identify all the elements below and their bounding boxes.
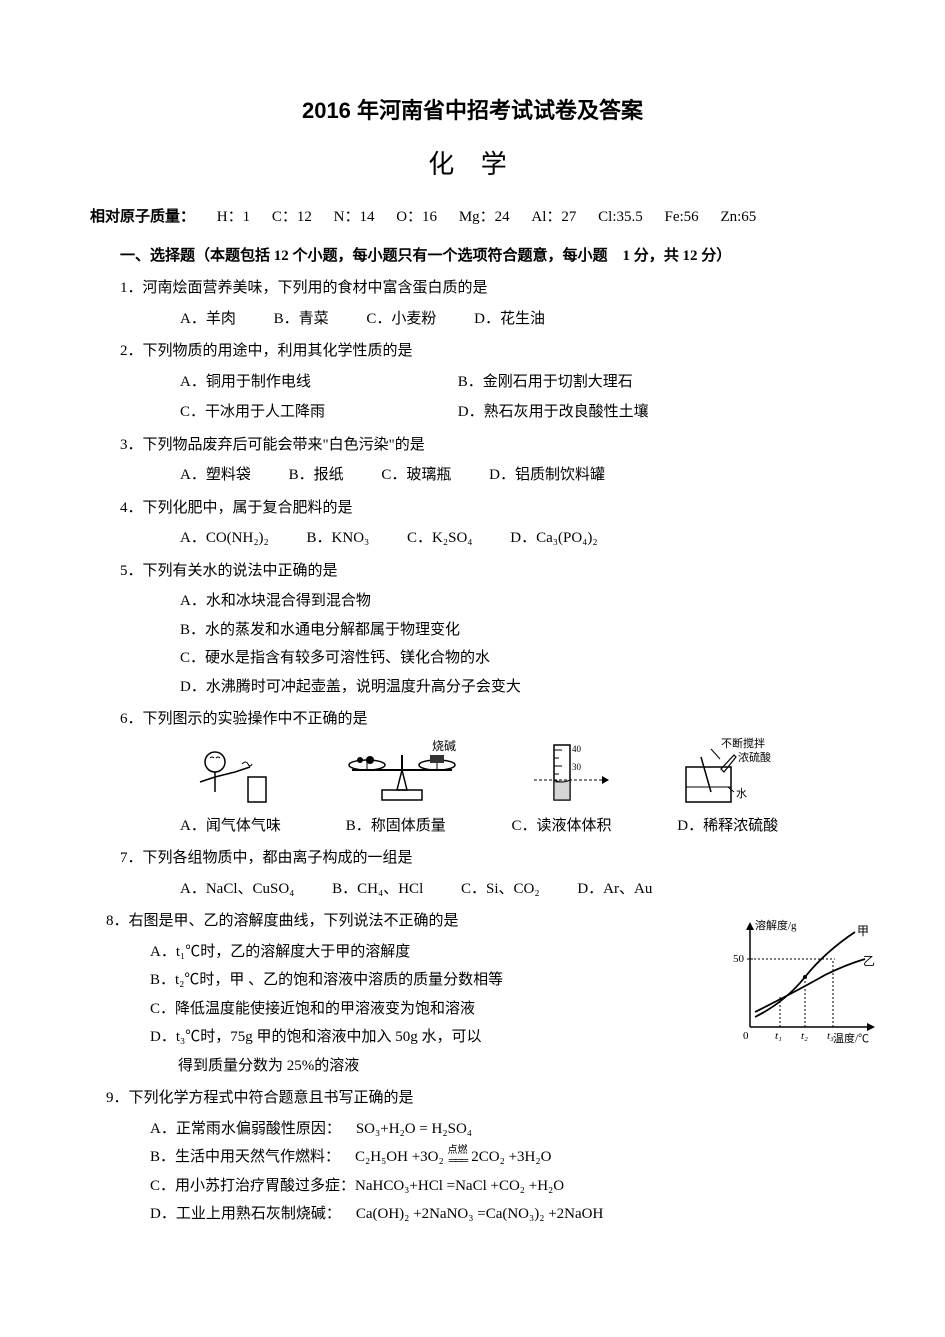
q4-option-b: B．KNO₃ xyxy=(307,524,370,553)
page-title: 2016 年河南省中招考试试卷及答案 xyxy=(90,90,855,132)
question-4: 4．下列化肥中，属于复合肥料的是 A．CO(NH₂)₂ B．KNO₃ C．K₂S… xyxy=(120,494,855,553)
question-2: 2．下列物质的用途中，利用其化学性质的是 A．铜用于制作电线 B．金刚石用于切割… xyxy=(120,337,855,427)
ignite-condition-icon: 点燃═══ xyxy=(448,1145,468,1167)
q2-option-b: B．金刚石用于切割大理石 xyxy=(458,368,633,397)
svg-text:0: 0 xyxy=(743,1030,749,1042)
q7-option-c: C．Si、CO₂ xyxy=(461,875,540,904)
q9-option-b: B．生活中用天然气作燃料： C₂H₅OH +3O₂ 点燃═══ 2CO₂ +3H… xyxy=(150,1143,855,1172)
q1-option-d: D．花生油 xyxy=(474,305,545,334)
subject-title: 化 学 xyxy=(90,140,855,189)
atomic-mass-item: H：1 xyxy=(217,203,250,232)
q2-option-c: C．干冰用于人工降雨 xyxy=(180,398,420,427)
stir-label: 不断搅拌 xyxy=(721,737,765,750)
acid-label: 浓硫酸 xyxy=(738,750,771,764)
question-1: 1．河南烩面营养美味，下列用的食材中富含蛋白质的是 A．羊肉 B．青菜 C．小麦… xyxy=(120,274,855,333)
q8-solubility-chart: 溶解度/g 温度/℃ 50 0 t₁ t₂ t₃ 甲 乙 xyxy=(725,917,885,1047)
chart-ytick: 50 xyxy=(733,953,745,965)
q5-option-c: C．硬水是指含有较多可溶性钙、镁化合物的水 xyxy=(180,644,855,673)
q4-option-d: D．Ca₃(PO₄)₂ xyxy=(510,524,597,553)
atomic-mass-item: Al：27 xyxy=(531,203,576,232)
q6-option-a: A．闻气体气味 xyxy=(180,812,308,841)
q1-option-c: C．小麦粉 xyxy=(366,305,436,334)
q7-option-d: D．Ar、Au xyxy=(577,875,652,904)
q6-image-cylinder: 40 30 xyxy=(514,740,624,810)
q3-option-c: C．玻璃瓶 xyxy=(381,461,451,490)
q1-stem: 1．河南烩面营养美味，下列用的食材中富含蛋白质的是 xyxy=(120,274,855,303)
question-7: 7．下列各组物质中，都由离子构成的一组是 A．NaCl、CuSO₄ B．CH₄、… xyxy=(120,844,855,903)
q6-option-b: B．称固体质量 xyxy=(346,812,474,841)
q3-option-d: D．铝质制饮料罐 xyxy=(489,461,605,490)
atomic-mass-row: 相对原子质量： H：1 C：12 N：14 O：16 Mg：24 Al：27 C… xyxy=(90,203,855,232)
q9-option-d: D．工业上用熟石灰制烧碱： Ca(OH)₂ +2NaNO₃ =Ca(NO₃)₂ … xyxy=(150,1200,855,1229)
q6-image-balance: 烧碱 xyxy=(332,740,472,810)
q7-option-b: B．CH₄、HCl xyxy=(332,875,423,904)
atomic-mass-item: Zn:65 xyxy=(720,203,756,232)
q9-stem: 9．下列化学方程式中符合题意且书写正确的是 xyxy=(106,1084,855,1113)
q3-option-b: B．报纸 xyxy=(289,461,344,490)
q6-option-d: D．稀释浓硫酸 xyxy=(677,812,778,841)
svg-text:t₂: t₂ xyxy=(801,1030,808,1042)
atomic-mass-item: N：14 xyxy=(334,203,375,232)
q9-option-c: C．用小苏打治疗胃酸过多症：NaHCO₃+HCl =NaCl +CO₂ +H₂O xyxy=(150,1172,855,1201)
q7-option-a: A．NaCl、CuSO₄ xyxy=(180,875,294,904)
question-3: 3．下列物品废弃后可能会带来"白色污染"的是 A．塑料袋 B．报纸 C．玻璃瓶 … xyxy=(120,431,855,490)
q6-option-c: C．读液体体积 xyxy=(512,812,640,841)
q4-option-c: C．K₂SO₄ xyxy=(407,524,472,553)
atomic-mass-item: Mg：24 xyxy=(459,203,510,232)
q6-image-dilute: 不断搅拌 浓硫酸 水 xyxy=(666,740,786,810)
q3-option-a: A．塑料袋 xyxy=(180,461,251,490)
q5-option-d: D．水沸腾时可冲起壶盖，说明温度升高分子会变大 xyxy=(180,673,855,702)
series-jia: 甲 xyxy=(857,924,869,938)
svg-text:t₃: t₃ xyxy=(827,1030,834,1042)
question-8: 8．右图是甲、乙的溶解度曲线，下列说法不正确的是 A．t₁℃时，乙的溶解度大于甲… xyxy=(106,907,855,1080)
q6-image-smell xyxy=(180,740,290,810)
atomic-mass-item: Cl:35.5 xyxy=(598,203,643,232)
q4-option-a: A．CO(NH₂)₂ xyxy=(180,524,269,553)
atomic-mass-item: Fe:56 xyxy=(665,203,699,232)
svg-text:40: 40 xyxy=(572,744,582,754)
q2-option-a: A．铜用于制作电线 xyxy=(180,368,420,397)
q3-stem: 3．下列物品废弃后可能会带来"白色污染"的是 xyxy=(120,431,855,460)
q1-option-a: A．羊肉 xyxy=(180,305,236,334)
chart-xlabel: 温度/℃ xyxy=(833,1031,869,1045)
q1-option-b: B．青菜 xyxy=(274,305,329,334)
q2-stem: 2．下列物质的用途中，利用其化学性质的是 xyxy=(120,337,855,366)
q4-stem: 4．下列化肥中，属于复合肥料的是 xyxy=(120,494,855,523)
question-5: 5．下列有关水的说法中正确的是 A．水和冰块混合得到混合物 B．水的蒸发和水通电… xyxy=(120,557,855,702)
q7-stem: 7．下列各组物质中，都由离子构成的一组是 xyxy=(120,844,855,873)
atomic-mass-label: 相对原子质量： xyxy=(90,203,195,232)
q2-option-d: D．熟石灰用于改良酸性土壤 xyxy=(458,398,649,427)
q5-option-b: B．水的蒸发和水通电分解都属于物理变化 xyxy=(180,616,855,645)
atomic-mass-item: O：16 xyxy=(396,203,437,232)
q8-option-d-cont: 得到质量分数为 25%的溶液 xyxy=(178,1052,855,1081)
series-yi: 乙 xyxy=(863,954,875,968)
svg-text:t₁: t₁ xyxy=(775,1030,782,1042)
q5-stem: 5．下列有关水的说法中正确的是 xyxy=(120,557,855,586)
section-1-header: 一、选择题（本题包括 12 个小题，每小题只有一个选项符合题意，每小题 1 分，… xyxy=(120,242,855,271)
svg-text:30: 30 xyxy=(572,762,582,772)
water-label: 水 xyxy=(736,787,747,800)
q9-option-a: A．正常雨水偏弱酸性原因： SO₃+H₂O = H₂SO₄ xyxy=(150,1115,855,1144)
q5-option-a: A．水和冰块混合得到混合物 xyxy=(180,587,855,616)
atomic-mass-item: C：12 xyxy=(272,203,312,232)
balance-label: 烧碱 xyxy=(432,740,456,753)
question-9: 9．下列化学方程式中符合题意且书写正确的是 A．正常雨水偏弱酸性原因： SO₃+… xyxy=(106,1084,855,1229)
q6-stem: 6．下列图示的实验操作中不正确的是 xyxy=(120,705,855,734)
chart-ylabel: 溶解度/g xyxy=(755,918,797,932)
question-6: 6．下列图示的实验操作中不正确的是 烧碱 xyxy=(120,705,855,840)
